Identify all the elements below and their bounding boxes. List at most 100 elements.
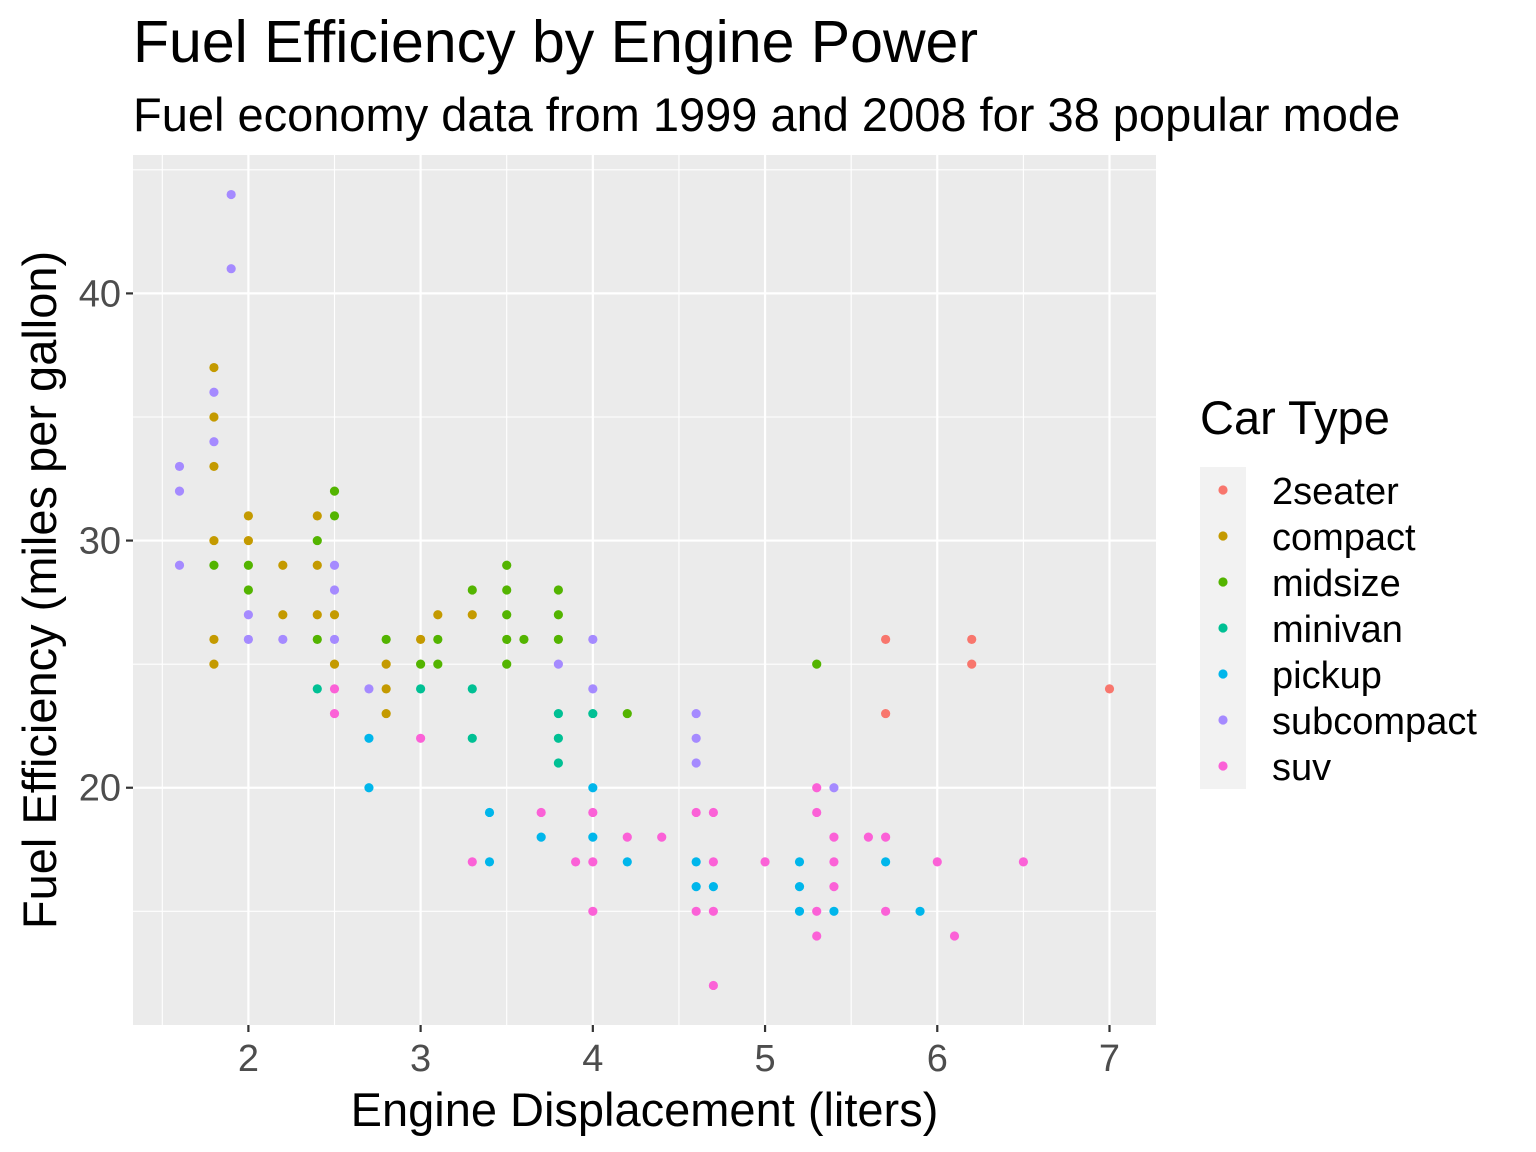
data-point-pickup (794, 857, 805, 867)
data-point-pickup (364, 733, 374, 743)
data-point-subcompact (329, 634, 340, 645)
data-point-pickup (881, 857, 891, 867)
data-point-suv (708, 980, 718, 991)
chart-title: Fuel Efficiency by Engine Power (133, 9, 978, 75)
x-tick-label: 7 (1099, 1038, 1120, 1080)
legend-label-subcompact: subcompact (1272, 701, 1477, 743)
data-point-suv (829, 832, 839, 842)
legend-label-2seater: 2seater (1272, 471, 1399, 513)
grid-layer (133, 155, 1156, 1025)
x-axis-label: Engine Displacement (liters) (351, 1083, 939, 1136)
data-point-compact (278, 560, 288, 570)
legend-key-minivan (1218, 623, 1228, 633)
data-point-subcompact (691, 758, 701, 768)
chart-subtitle: Fuel economy data from 1999 and 2008 for… (133, 88, 1400, 141)
data-point-midsize (502, 634, 512, 645)
x-tick-label: 5 (754, 1038, 775, 1080)
data-point-subcompact (829, 783, 839, 793)
data-point-suv (812, 783, 822, 793)
data-point-minivan (588, 708, 598, 719)
data-point-midsize (329, 511, 340, 521)
data-point-pickup (536, 832, 546, 842)
x-tick-label: 2 (238, 1038, 259, 1080)
data-point-midsize (502, 659, 512, 669)
data-point-midsize (209, 560, 219, 570)
data-point-midsize (329, 486, 340, 496)
data-point-2seater (967, 634, 977, 645)
data-point-subcompact (243, 610, 253, 620)
data-point-midsize (381, 634, 391, 645)
data-point-pickup (915, 906, 925, 916)
data-point-compact (209, 362, 219, 373)
data-point-compact (209, 659, 219, 669)
data-point-midsize (519, 634, 529, 645)
data-point-subcompact (209, 437, 219, 447)
data-point-midsize (553, 585, 563, 595)
data-point-midsize (502, 585, 512, 595)
legend-key-2seater (1218, 485, 1228, 495)
data-point-suv (881, 906, 891, 916)
legend: 2seatercompactmidsizeminivanpickupsubcom… (1200, 467, 1477, 789)
data-point-compact (209, 461, 219, 472)
data-point-suv (932, 857, 942, 867)
data-point-minivan (553, 733, 563, 743)
legend-key-midsize (1218, 577, 1228, 587)
data-point-pickup (691, 881, 701, 892)
data-point-suv (571, 857, 581, 867)
data-point-midsize (502, 610, 512, 620)
data-point-compact (329, 610, 340, 620)
data-point-compact (381, 684, 391, 694)
data-point-pickup (622, 857, 632, 867)
data-point-suv (708, 906, 718, 916)
data-point-minivan (312, 684, 322, 694)
data-point-suv (657, 832, 667, 842)
y-tick-label: 30 (79, 521, 121, 563)
plot-panel (133, 155, 1156, 1025)
data-point-suv (691, 906, 701, 916)
data-point-suv (622, 832, 632, 842)
data-point-pickup (364, 783, 374, 793)
data-point-midsize (433, 634, 443, 645)
legend-key-suv (1218, 761, 1228, 771)
legend-label-minivan: minivan (1272, 609, 1403, 651)
data-point-pickup (794, 906, 805, 916)
legend-label-compact: compact (1272, 517, 1416, 559)
data-point-subcompact (226, 189, 236, 200)
data-point-midsize (243, 560, 253, 570)
data-point-compact (312, 610, 322, 620)
data-point-subcompact (174, 486, 185, 496)
data-point-suv (536, 807, 546, 818)
data-point-midsize (312, 535, 322, 546)
data-point-midsize (812, 659, 822, 669)
axis-layer: 2 3 4 5 6 7 20 30 40 (79, 273, 1120, 1080)
data-point-pickup (691, 857, 701, 867)
data-point-compact (312, 511, 322, 521)
data-point-suv (881, 832, 891, 842)
legend-label-suv: suv (1272, 747, 1331, 789)
data-point-subcompact (174, 461, 185, 472)
data-point-suv (691, 807, 701, 818)
data-point-pickup (588, 783, 598, 793)
data-point-subcompact (691, 733, 701, 743)
data-point-subcompact (278, 634, 288, 645)
points-layer (174, 189, 1115, 991)
data-point-suv (812, 906, 822, 916)
data-point-compact (278, 610, 288, 620)
data-point-compact (381, 708, 391, 719)
data-point-subcompact (174, 560, 185, 570)
data-point-midsize (243, 585, 253, 595)
data-point-suv (329, 708, 340, 719)
legend-key-pickup (1218, 669, 1228, 679)
data-point-midsize (553, 610, 563, 620)
data-point-compact (209, 634, 219, 645)
data-point-compact (243, 511, 253, 521)
data-point-suv (863, 832, 873, 842)
data-point-suv (708, 857, 718, 867)
data-point-minivan (467, 733, 477, 743)
legend-label-midsize: midsize (1272, 563, 1401, 605)
data-point-compact (329, 659, 340, 669)
data-point-compact (209, 535, 219, 546)
data-point-midsize (502, 560, 512, 570)
data-point-subcompact (553, 659, 563, 669)
data-point-compact (209, 412, 219, 422)
